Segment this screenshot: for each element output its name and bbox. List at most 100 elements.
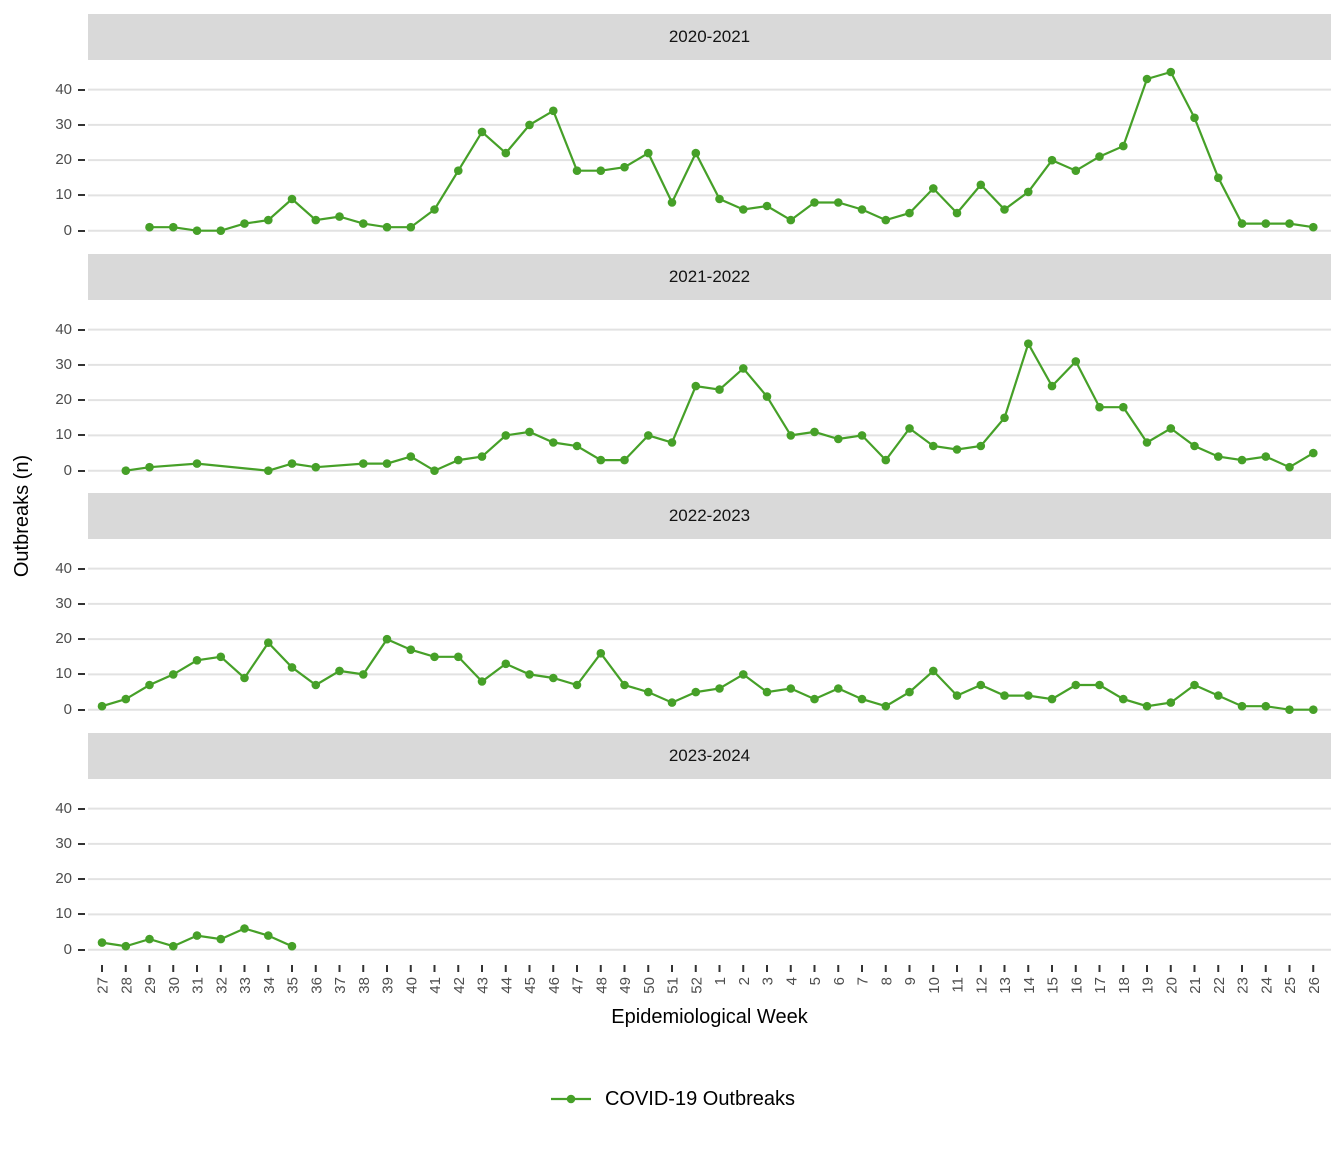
data-point (1142, 701, 1152, 711)
x-tick-label: 35 (285, 977, 302, 994)
data-point (192, 459, 202, 468)
data-point (952, 208, 962, 218)
data-point (121, 694, 131, 704)
y-tick-label: 10 (55, 426, 72, 444)
data-point (287, 663, 297, 672)
data-point (1285, 219, 1294, 228)
data-point (430, 652, 439, 662)
legend-key-line-with-point-icon (550, 1094, 591, 1104)
y-tick-mark (78, 948, 85, 951)
x-tick-label: 14 (1021, 977, 1038, 994)
data-point (739, 205, 748, 214)
x-tick-label: 13 (997, 977, 1014, 994)
y-tick-label: 40 (55, 80, 72, 98)
data-point (620, 455, 629, 465)
facet-strip-2020-2021: 2020-2021 (88, 14, 1331, 60)
x-tick-label: 22 (1211, 977, 1228, 994)
data-point (335, 666, 344, 676)
data-point (1000, 691, 1009, 700)
data-point (1095, 402, 1104, 412)
x-tick-label: 37 (332, 977, 349, 994)
x-tick-label: 6 (831, 977, 848, 985)
data-point (834, 684, 843, 693)
data-point (1261, 219, 1271, 228)
data-point (1024, 187, 1033, 197)
data-point (1142, 438, 1152, 447)
data-point (1214, 691, 1223, 700)
data-point (382, 222, 392, 232)
y-tick-label: 0 (63, 221, 72, 239)
data-point (1119, 141, 1128, 151)
data-point (525, 120, 534, 130)
x-tick-label: 8 (878, 977, 895, 985)
data-point (715, 684, 724, 693)
data-point (715, 194, 724, 204)
facet-strip-2023-2024: 2023-2024 (88, 733, 1331, 779)
y-tick-mark (78, 913, 85, 916)
data-point (1237, 455, 1247, 465)
data-point (667, 198, 677, 207)
y-tick-mark (78, 229, 85, 232)
x-tick-label: 17 (1092, 977, 1109, 994)
data-point (644, 148, 653, 158)
data-point (359, 459, 368, 468)
data-point (549, 673, 558, 683)
data-point (976, 680, 986, 690)
data-point (216, 934, 226, 944)
data-point (834, 198, 843, 207)
y-tick-label: 10 (55, 665, 72, 683)
y-tick-mark (78, 708, 85, 711)
chart-line (149, 70, 1314, 232)
data-point (216, 226, 226, 235)
data-point (572, 680, 582, 690)
data-point (786, 684, 796, 693)
data-point (1190, 441, 1199, 451)
data-point (311, 680, 321, 690)
data-point (501, 659, 511, 669)
y-tick-label: 40 (55, 559, 72, 577)
y-tick-label: 20 (55, 391, 72, 409)
data-point (430, 205, 439, 214)
data-point (121, 466, 131, 475)
data-point (1261, 701, 1271, 711)
data-point (287, 941, 297, 951)
data-point (1071, 357, 1081, 366)
x-tick-label: 7 (855, 977, 872, 985)
y-tick-label: 0 (63, 700, 72, 718)
facet-strip-2021-2022: 2021-2022 (88, 254, 1331, 300)
data-point (572, 441, 582, 451)
data-point (192, 656, 202, 665)
y-tick-mark (78, 328, 85, 331)
x-tick-label: 33 (237, 977, 254, 994)
data-point (691, 381, 701, 391)
y-tick-mark (78, 842, 85, 845)
panel-plot-area (88, 67, 1331, 235)
data-point (382, 459, 392, 468)
x-tick-label: 42 (451, 977, 468, 994)
data-point (739, 364, 748, 373)
y-tick-label: 20 (55, 870, 72, 888)
x-tick-label: 45 (522, 977, 539, 994)
legend: COVID-19 Outbreaks (0, 1084, 1344, 1114)
x-tick-label: 4 (783, 977, 800, 985)
data-point (929, 441, 938, 451)
data-point (881, 215, 891, 225)
y-tick-label: 40 (55, 320, 72, 338)
data-point (549, 438, 558, 447)
data-point (406, 222, 416, 232)
data-point (264, 466, 273, 475)
y-tick-mark (78, 363, 85, 366)
data-point (406, 645, 416, 654)
data-point (97, 701, 107, 711)
y-tick-label: 20 (55, 151, 72, 169)
x-tick-label: 25 (1282, 977, 1299, 994)
data-point (145, 222, 154, 232)
data-point (762, 392, 772, 401)
data-point (454, 652, 463, 662)
x-tick-label: 27 (95, 977, 112, 994)
legend-key-point (566, 1094, 576, 1104)
data-point (1071, 166, 1081, 175)
x-tick-label: 21 (1187, 977, 1204, 994)
x-tick-label: 30 (166, 977, 183, 994)
